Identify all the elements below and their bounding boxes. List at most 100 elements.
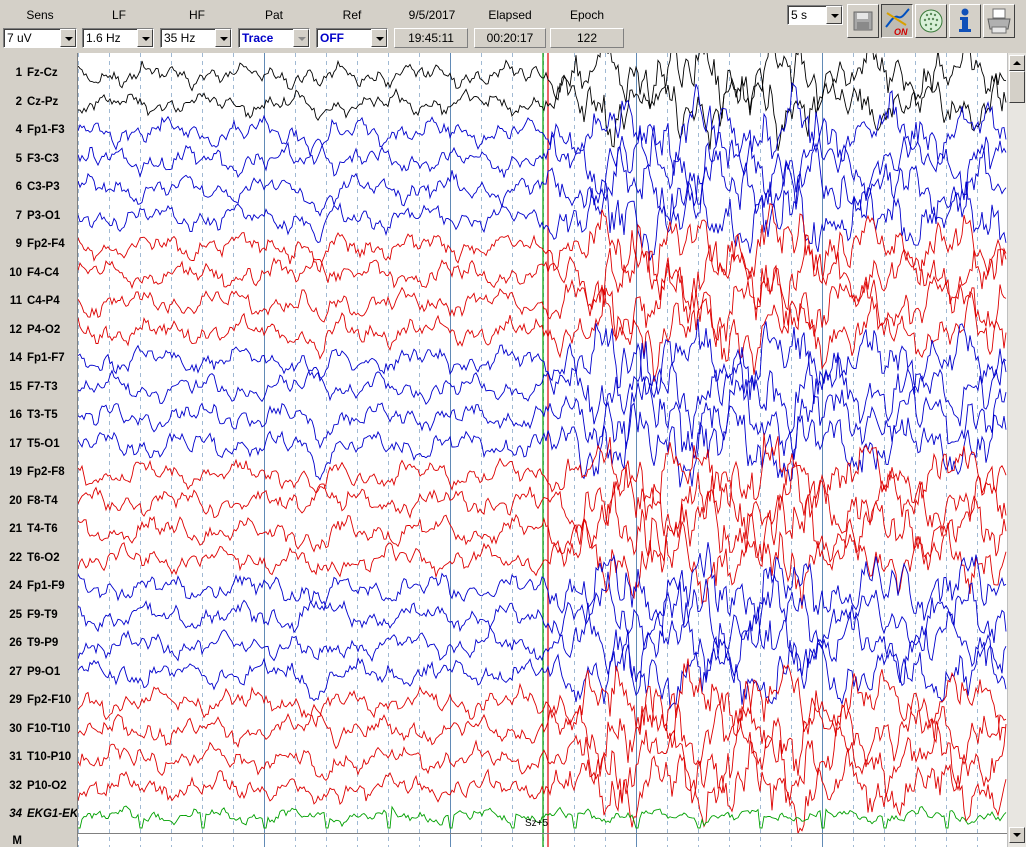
channel-label[interactable]: 20 F8-T4 xyxy=(0,495,77,507)
channel-number: 22 xyxy=(9,551,22,564)
save-button[interactable] xyxy=(847,4,879,38)
trace-on-icon: ON xyxy=(885,8,910,37)
channel-number: 34 xyxy=(9,808,22,820)
elapsed-header: Elapsed xyxy=(488,8,532,22)
channel-labels: 1 Fz-Cz 2 Cz-Pz 4 Fp1-F3 5 F3-C3 6 C3-P3 7 P3-O1 9 Fp… xyxy=(0,53,77,847)
print-button[interactable] xyxy=(983,4,1015,38)
channel-number: 5 xyxy=(15,152,22,165)
channel-name: P9-O1 xyxy=(27,665,61,678)
channel-trace xyxy=(78,542,1007,625)
chevron-down-icon[interactable] xyxy=(371,29,387,47)
channel-label[interactable]: 14 Fp1-F7 xyxy=(0,352,77,364)
channel-label[interactable]: 25 F9-T9 xyxy=(0,609,77,621)
channel-trace xyxy=(78,202,1007,290)
channel-label[interactable]: 1 Fz-Cz xyxy=(0,67,77,79)
chevron-down-icon xyxy=(1013,833,1021,837)
channel-label[interactable]: 7 P3-O1 xyxy=(0,210,77,222)
channel-number: 17 xyxy=(9,437,22,450)
channel-trace xyxy=(78,629,1007,710)
chevron-down-icon[interactable] xyxy=(215,29,231,47)
scroll-down-button[interactable] xyxy=(1009,827,1025,843)
channel-label[interactable]: 6 C3-P3 xyxy=(0,181,77,193)
channel-trace xyxy=(78,341,1007,440)
channel-label[interactable]: 31 T10-P10 xyxy=(0,751,77,763)
vertical-scrollbar[interactable] xyxy=(1007,53,1026,847)
sensitivity-select[interactable]: 7 uV xyxy=(3,28,77,48)
channel-label[interactable]: 15 F7-T3 xyxy=(0,381,77,393)
channel-name: F10-T10 xyxy=(27,722,71,735)
head-map-button[interactable] xyxy=(915,4,947,38)
chevron-down-icon[interactable] xyxy=(293,29,309,47)
chevron-down-icon[interactable] xyxy=(137,29,153,47)
scroll-up-button[interactable] xyxy=(1009,55,1025,71)
channel-name: Fp2-F10 xyxy=(27,694,72,706)
eeg-trace-area[interactable]: Sz+5 xyxy=(77,53,1007,847)
marker-label-text: M xyxy=(12,834,22,847)
channel-label[interactable]: 16 T3-T5 xyxy=(0,409,77,421)
channel-label[interactable]: 2 Cz-Pz xyxy=(0,96,77,108)
channel-label[interactable]: 32 P10-O2 xyxy=(0,780,77,792)
channel-label[interactable]: 4 Fp1-F3 xyxy=(0,124,77,136)
high-filter-select[interactable]: 35 Hz xyxy=(160,28,232,48)
channel-name: F4-C4 xyxy=(27,266,59,279)
channel-number: 15 xyxy=(9,380,22,393)
channel-name: F8-T4 xyxy=(27,494,58,507)
channel-trace xyxy=(78,571,1007,659)
channel-label[interactable]: 24 Fp1-F9 xyxy=(0,580,77,592)
channel-name: Fp1-F9 xyxy=(27,580,65,592)
channel-name: Fz-Cz xyxy=(27,67,58,79)
epoch-header: Epoch xyxy=(569,8,605,22)
channel-name: Fp2-F8 xyxy=(27,466,65,478)
timebase-select[interactable]: 5 s xyxy=(787,5,843,25)
channel-number: 26 xyxy=(9,637,22,649)
channel-number: 32 xyxy=(9,779,22,792)
channel-label[interactable]: 26 T9-P9 xyxy=(0,637,77,649)
reference-select[interactable]: OFF xyxy=(316,28,388,48)
channel-number: 12 xyxy=(9,323,22,336)
channel-label[interactable]: 12 P4-O2 xyxy=(0,324,77,336)
channel-trace xyxy=(78,82,1007,177)
channel-label[interactable]: 19 Fp2-F8 xyxy=(0,466,77,478)
channel-name: P4-O2 xyxy=(27,323,61,336)
chevron-down-icon[interactable] xyxy=(826,6,842,24)
patient-info-button[interactable] xyxy=(949,4,981,38)
channel-label[interactable]: 21 T4-T6 xyxy=(0,523,77,535)
chevron-down-icon[interactable] xyxy=(60,29,76,47)
channel-trace xyxy=(78,53,1007,119)
channel-label[interactable]: 11 C4-P4 xyxy=(0,295,77,307)
channel-trace xyxy=(78,481,1007,573)
channel-name: Cz-Pz xyxy=(27,95,59,108)
channel-trace xyxy=(78,602,1007,697)
seizure-annotation: Sz+5 xyxy=(525,818,549,829)
low-filter-select[interactable]: 1.6 Hz xyxy=(82,28,154,48)
on-label: ON xyxy=(894,27,908,37)
channel-trace xyxy=(78,59,1007,151)
channel-name: Fp1-F3 xyxy=(27,124,65,136)
channel-number: 7 xyxy=(15,209,22,222)
trace-on-toggle[interactable]: ON xyxy=(881,4,913,38)
channel-number: 14 xyxy=(9,352,22,364)
pattern-select[interactable]: Trace xyxy=(238,28,310,48)
hf-header: HF xyxy=(189,8,205,22)
toolbar: Sens LF HF Pat Ref 9/5/2017 Elapsed Epoc… xyxy=(0,0,1026,54)
channel-label[interactable]: 5 F3-C3 xyxy=(0,153,77,165)
channel-label[interactable]: 27 P9-O1 xyxy=(0,666,77,678)
channel-label[interactable]: 29 Fp2-F10 xyxy=(0,694,77,706)
save-disk-icon xyxy=(853,11,873,31)
channel-label[interactable]: 10 F4-C4 xyxy=(0,267,77,279)
clock-time: 19:45:11 xyxy=(394,28,468,48)
channel-label[interactable]: 9 Fp2-F4 xyxy=(0,238,77,250)
channel-label[interactable]: 22 T6-O2 xyxy=(0,552,77,564)
scroll-thumb[interactable] xyxy=(1009,71,1025,103)
channel-name: F9-T9 xyxy=(27,608,58,621)
channel-number: 27 xyxy=(9,665,22,678)
channel-number: 4 xyxy=(15,124,22,136)
channel-number: 24 xyxy=(9,580,22,592)
marker-row-label: M xyxy=(0,835,77,847)
epoch-number: 122 xyxy=(550,28,624,48)
channel-label[interactable]: 30 F10-T10 xyxy=(0,723,77,735)
channel-trace xyxy=(78,142,1007,238)
channel-trace xyxy=(78,512,1007,609)
channel-label[interactable]: 17 T5-O1 xyxy=(0,438,77,450)
channel-label[interactable]: 34 EKG1-EKG2 xyxy=(0,808,77,820)
